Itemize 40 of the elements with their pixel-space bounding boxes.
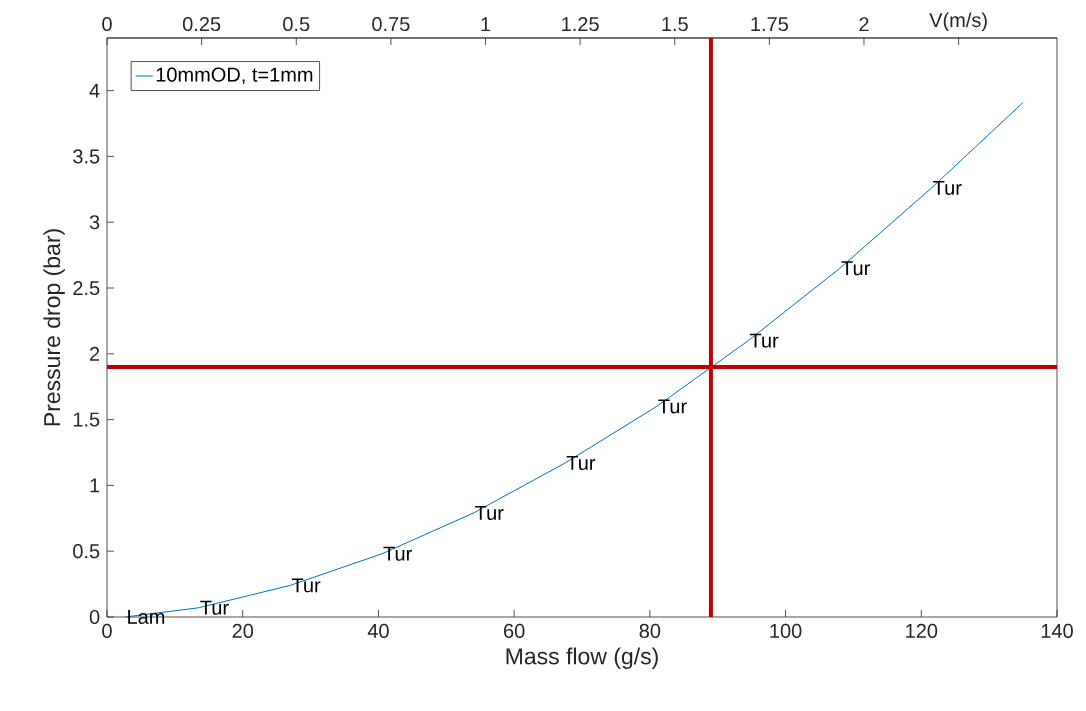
annotation: Tur — [383, 546, 412, 561]
x-tick-label: 40 — [367, 623, 389, 638]
annotation: Tur — [841, 261, 870, 276]
x-tick-label: 140 — [1041, 623, 1073, 638]
x-tick-label: 60 — [504, 623, 525, 638]
y-tick-label: 0 — [89, 609, 100, 625]
y-tick-label: 0.5 — [73, 544, 100, 559]
x-tick-label: 100 — [770, 623, 802, 638]
x2-tick-label: 1 — [481, 17, 491, 32]
x2-tick-label: 1.5 — [662, 17, 688, 32]
x-tick-label: 120 — [906, 623, 938, 638]
annotation: Tur — [566, 456, 596, 470]
annotation: Tur — [475, 506, 504, 520]
y-tick-label: 4 — [89, 83, 100, 98]
annotation: Tur — [749, 333, 779, 348]
annotation: Tur — [291, 578, 321, 593]
y-tick-label: 1.5 — [73, 412, 100, 427]
x2-tick-label: V(m/s) — [929, 12, 987, 32]
legend-label: 10mmOD, t=1mm — [156, 67, 313, 85]
y-tick-label: 2.5 — [73, 280, 100, 296]
y-axis-title: Pressure drop (bar) — [43, 229, 65, 426]
annotation: Tur — [200, 600, 229, 615]
annotation: Tur — [658, 399, 687, 414]
x-axis-title: Mass flow (g/s) — [506, 647, 658, 669]
annotation: Lam — [128, 610, 165, 624]
y-tick-label: 3 — [89, 215, 100, 230]
x2-tick-label: 0.75 — [372, 16, 410, 32]
x2-tick-label: 2 — [859, 17, 869, 32]
x-tick-label: 80 — [639, 623, 661, 638]
x2-tick-label: 1.75 — [751, 17, 788, 32]
y-tick-label: 2 — [90, 346, 100, 361]
annotation: Tur — [933, 181, 962, 195]
y-tick-label: 3.5 — [73, 149, 100, 164]
x2-tick-label: 0 — [102, 16, 112, 32]
x2-tick-label: 0.5 — [283, 16, 310, 32]
x2-tick-label: 1.25 — [562, 16, 599, 32]
x-tick-label: 20 — [232, 623, 254, 638]
x2-tick-label: 0.25 — [182, 16, 221, 32]
y-tick-label: 1 — [90, 478, 100, 493]
x-tick-label: 0 — [102, 623, 112, 638]
